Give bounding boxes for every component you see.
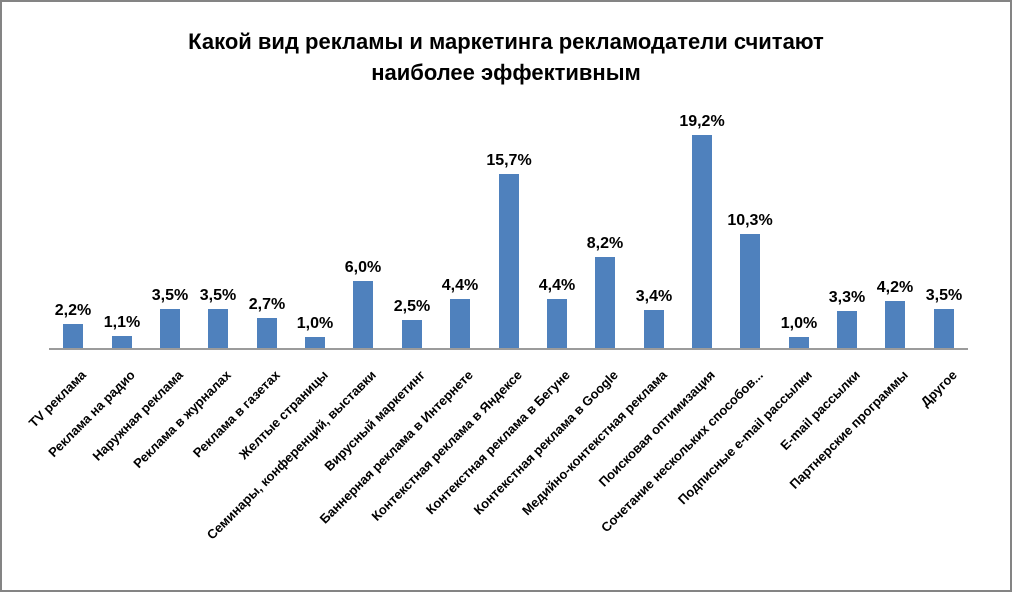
bar-value-label: 2,5% (393, 298, 431, 315)
x-axis-line (49, 348, 968, 350)
chart-title: Какой вид рекламы и маркетинга рекламода… (2, 26, 1010, 88)
bar (692, 135, 712, 348)
bar (305, 337, 325, 348)
bar (547, 299, 567, 348)
bar (160, 309, 180, 348)
bar (885, 301, 905, 348)
bar-value-label: 8,2% (586, 235, 624, 252)
bar (208, 309, 228, 348)
bar (644, 310, 664, 348)
bar (934, 309, 954, 348)
bar-value-label: 3,5% (151, 287, 189, 304)
bar (112, 336, 132, 348)
bar (63, 324, 83, 348)
bar (450, 299, 470, 348)
bar (257, 318, 277, 348)
bar-value-label: 2,2% (54, 302, 92, 319)
bar (402, 320, 422, 348)
chart-title-line2: наиболее эффективным (371, 60, 641, 85)
bar-value-label: 4,4% (441, 277, 479, 294)
bar (499, 174, 519, 348)
bar-value-label: 3,3% (828, 289, 866, 306)
bar-value-label: 4,4% (538, 277, 576, 294)
bar-value-label: 6,0% (344, 259, 382, 276)
bar-value-label: 3,4% (635, 288, 673, 305)
bar-value-label: 3,5% (925, 287, 963, 304)
bar-value-label: 1,0% (296, 315, 334, 332)
bar (789, 337, 809, 348)
bar-value-label: 15,7% (486, 152, 532, 169)
bar (353, 281, 373, 348)
bar-value-label: 10,3% (727, 212, 773, 229)
bar-value-label: 3,5% (199, 287, 237, 304)
bar (740, 234, 760, 348)
chart-title-line1: Какой вид рекламы и маркетинга рекламода… (188, 29, 824, 54)
bar (595, 257, 615, 348)
bar-value-label: 19,2% (679, 113, 725, 130)
bar (837, 311, 857, 348)
bar-value-label: 2,7% (248, 296, 286, 313)
bar-value-label: 4,2% (876, 279, 914, 296)
bar-value-label: 1,0% (780, 315, 818, 332)
bar-value-label: 1,1% (103, 314, 141, 331)
